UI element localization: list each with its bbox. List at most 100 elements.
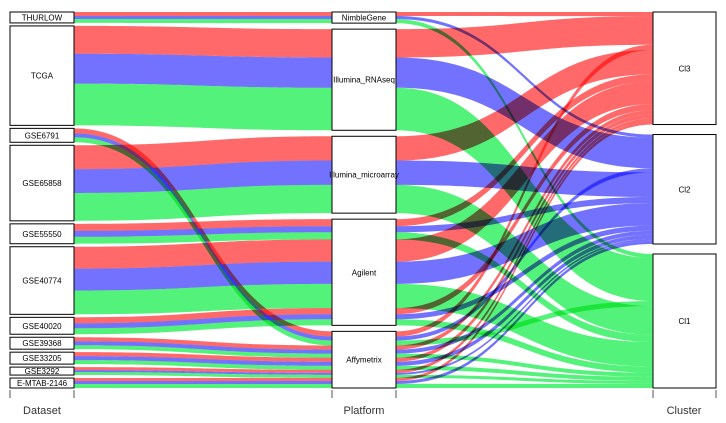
platform-node-affymetrix: Affymetrix (331, 330, 397, 389)
dataset-node-label: THURLOW (22, 13, 63, 22)
platform-node-nimblegene: NimbleGene (331, 11, 397, 24)
flow-layer (74, 12, 653, 388)
dataset-node-label: E-MTAB-2146 (17, 379, 68, 388)
flow-thurlow-nimblegene-cl2-seg1 (74, 15, 332, 20)
dataset-node-e-mtab-2146: E-MTAB-2146 (9, 377, 75, 389)
dataset-node-box (9, 127, 75, 143)
flow-gse39368-affymetrix-cl3-seg1 (74, 337, 332, 350)
flow-tcga-illumina_rnaseq-cl2-seg1 (74, 53, 332, 88)
cluster-node-label: Cl2 (678, 185, 691, 194)
dataset-node-box (9, 223, 75, 245)
flow-gse39368-affymetrix-cl3-seg2 (396, 110, 653, 350)
flow-thurlow-nimblegene-cl3-seg1 (74, 12, 332, 17)
platform-node-agilent: Agilent (331, 218, 397, 326)
flow-gse40020-agilent-cl3-seg1 (74, 308, 332, 324)
flow-gse40774-agilent-cl1-seg2 (396, 283, 653, 367)
flow-tcga-illumina_rnaseq-cl3-seg2 (396, 16, 653, 58)
dataset-node-box (9, 246, 75, 315)
flow-gse33205-affymetrix-cl1-seg1 (74, 360, 332, 370)
dataset-node-gse55550: GSE55550 (9, 223, 75, 245)
flow-gse40020-agilent-cl1-seg2 (396, 319, 653, 373)
cluster-node-box (652, 11, 717, 126)
platform-node-box (331, 11, 397, 24)
dataset-node-label: GSE6791 (25, 131, 60, 140)
dataset-node-label: GSE40020 (22, 322, 62, 331)
flow-gse40020-agilent-cl2-seg2 (396, 225, 653, 320)
dataset-node-box (9, 336, 75, 350)
flow-gse40774-agilent-cl2-seg1 (74, 261, 332, 291)
cluster-node-label: Cl1 (678, 317, 691, 326)
dataset-node-box (9, 144, 75, 222)
dataset-node-label: GSE55550 (22, 230, 62, 239)
dataset-node-gse3292: GSE3292 (9, 366, 75, 376)
dataset-node-gse39368: GSE39368 (9, 336, 75, 350)
dataset-node-box (9, 25, 75, 126)
cluster-node-cl2: Cl2 (652, 134, 717, 245)
dataset-node-gse65858: GSE65858 (9, 144, 75, 222)
platform-node-label: Agilent (352, 268, 377, 277)
flow-thurlow-nimblegene-cl1-seg2 (396, 19, 653, 259)
platform-node-illumina_rnaseq: Illumina_RNAseq (331, 28, 397, 131)
flow-gse33205-affymetrix-cl2-seg1 (74, 356, 332, 366)
flow-gse65858-illumina_microarray-cl1-seg2 (396, 184, 653, 335)
flow-gse3292-affymetrix-cl1-seg2 (396, 374, 653, 384)
flow-tcga-illumina_rnaseq-cl3-seg1 (74, 25, 332, 58)
axis-label-dataset: Dataset (23, 405, 61, 417)
flow-gse65858-illumina_microarray-cl2-seg1 (74, 160, 332, 194)
dataset-node-label: GSE3292 (25, 367, 60, 376)
cluster-node-cl1: Cl1 (652, 253, 717, 389)
flow-gse40020-agilent-cl2-seg1 (74, 314, 332, 329)
platform-node-label: Affymetrix (346, 356, 381, 365)
flow-gse39368-affymetrix-cl1-seg1 (74, 345, 332, 358)
flow-thurlow-nimblegene-cl3-seg2 (396, 12, 653, 17)
flow-gse55550-agilent-cl2-seg1 (74, 226, 332, 237)
flow-gse3292-affymetrix-cl3-seg2 (396, 118, 653, 373)
dataset-node-label: GSE65858 (22, 179, 62, 188)
dataset-node-gse40774: GSE40774 (9, 246, 75, 315)
cluster-node-cl3: Cl3 (652, 11, 717, 126)
flow-gse39368-affymetrix-cl2-seg2 (396, 230, 653, 354)
flow-e-mtab-2146-affymetrix-cl2-seg1 (74, 380, 332, 385)
flow-gse3292-affymetrix-cl3-seg1 (74, 367, 332, 373)
dataset-node-gse33205: GSE33205 (9, 351, 75, 365)
dataset-node-label: TCGA (31, 72, 54, 81)
flow-gse40020-agilent-cl3-seg2 (396, 104, 653, 315)
flow-gse65858-illumina_microarray-cl3-seg1 (74, 136, 332, 170)
cluster-node-box (652, 253, 717, 389)
platform-node-label: Illumina_microarray (329, 171, 399, 180)
dataset-node-label: GSE39368 (22, 339, 62, 348)
axis-layer: Dataset Platform Cluster (9, 390, 717, 417)
flow-tcga-illumina_rnaseq-cl1-seg1 (74, 83, 332, 131)
flow-gse55550-agilent-cl3-seg2 (396, 74, 653, 227)
dataset-node-box (9, 11, 75, 24)
flow-gse33205-affymetrix-cl3-seg1 (74, 352, 332, 362)
dataset-node-gse40020: GSE40020 (9, 316, 75, 335)
flow-gse55550-agilent-cl1-seg1 (74, 232, 332, 244)
flow-gse40774-agilent-cl3-seg1 (74, 239, 332, 269)
flow-thurlow-nimblegene-cl1-seg1 (74, 18, 332, 24)
cluster-node-box (652, 134, 717, 245)
flow-gse55550-agilent-cl1-seg2 (396, 232, 653, 342)
platform-node-label: Illumina_RNAseq (333, 76, 395, 85)
platform-node-box (331, 135, 397, 214)
flow-e-mtab-2146-affymetrix-cl1-seg2 (396, 383, 653, 388)
dataset-node-box (9, 366, 75, 376)
platform-node-box (331, 28, 397, 131)
flow-gse40774-agilent-cl3-seg2 (396, 81, 653, 262)
platform-node-box (331, 218, 397, 326)
flow-e-mtab-2146-affymetrix-cl2-seg2 (396, 240, 653, 384)
dataset-node-tcga: TCGA (9, 25, 75, 126)
flow-gse3292-affymetrix-cl2-seg2 (396, 238, 653, 375)
flow-thurlow-nimblegene-cl2-seg2 (396, 16, 653, 138)
node-layer: THURLOW TCGA GSE6791 GSE65858 GSE55550 GSE407… (9, 11, 717, 389)
platform-node-illumina_microarray: Illumina_microarray (329, 135, 399, 214)
flow-e-mtab-2146-affymetrix-cl3-seg2 (396, 121, 653, 381)
flow-gse3292-affymetrix-cl1-seg1 (74, 372, 332, 378)
flow-gse33205-affymetrix-cl1-seg2 (396, 365, 653, 381)
dataset-node-gse6791: GSE6791 (9, 127, 75, 143)
platform-node-box (331, 330, 397, 389)
flow-gse3292-affymetrix-cl2-seg1 (74, 370, 332, 375)
flow-gse55550-agilent-cl3-seg1 (74, 219, 332, 231)
dataset-node-label: GSE33205 (22, 354, 62, 363)
